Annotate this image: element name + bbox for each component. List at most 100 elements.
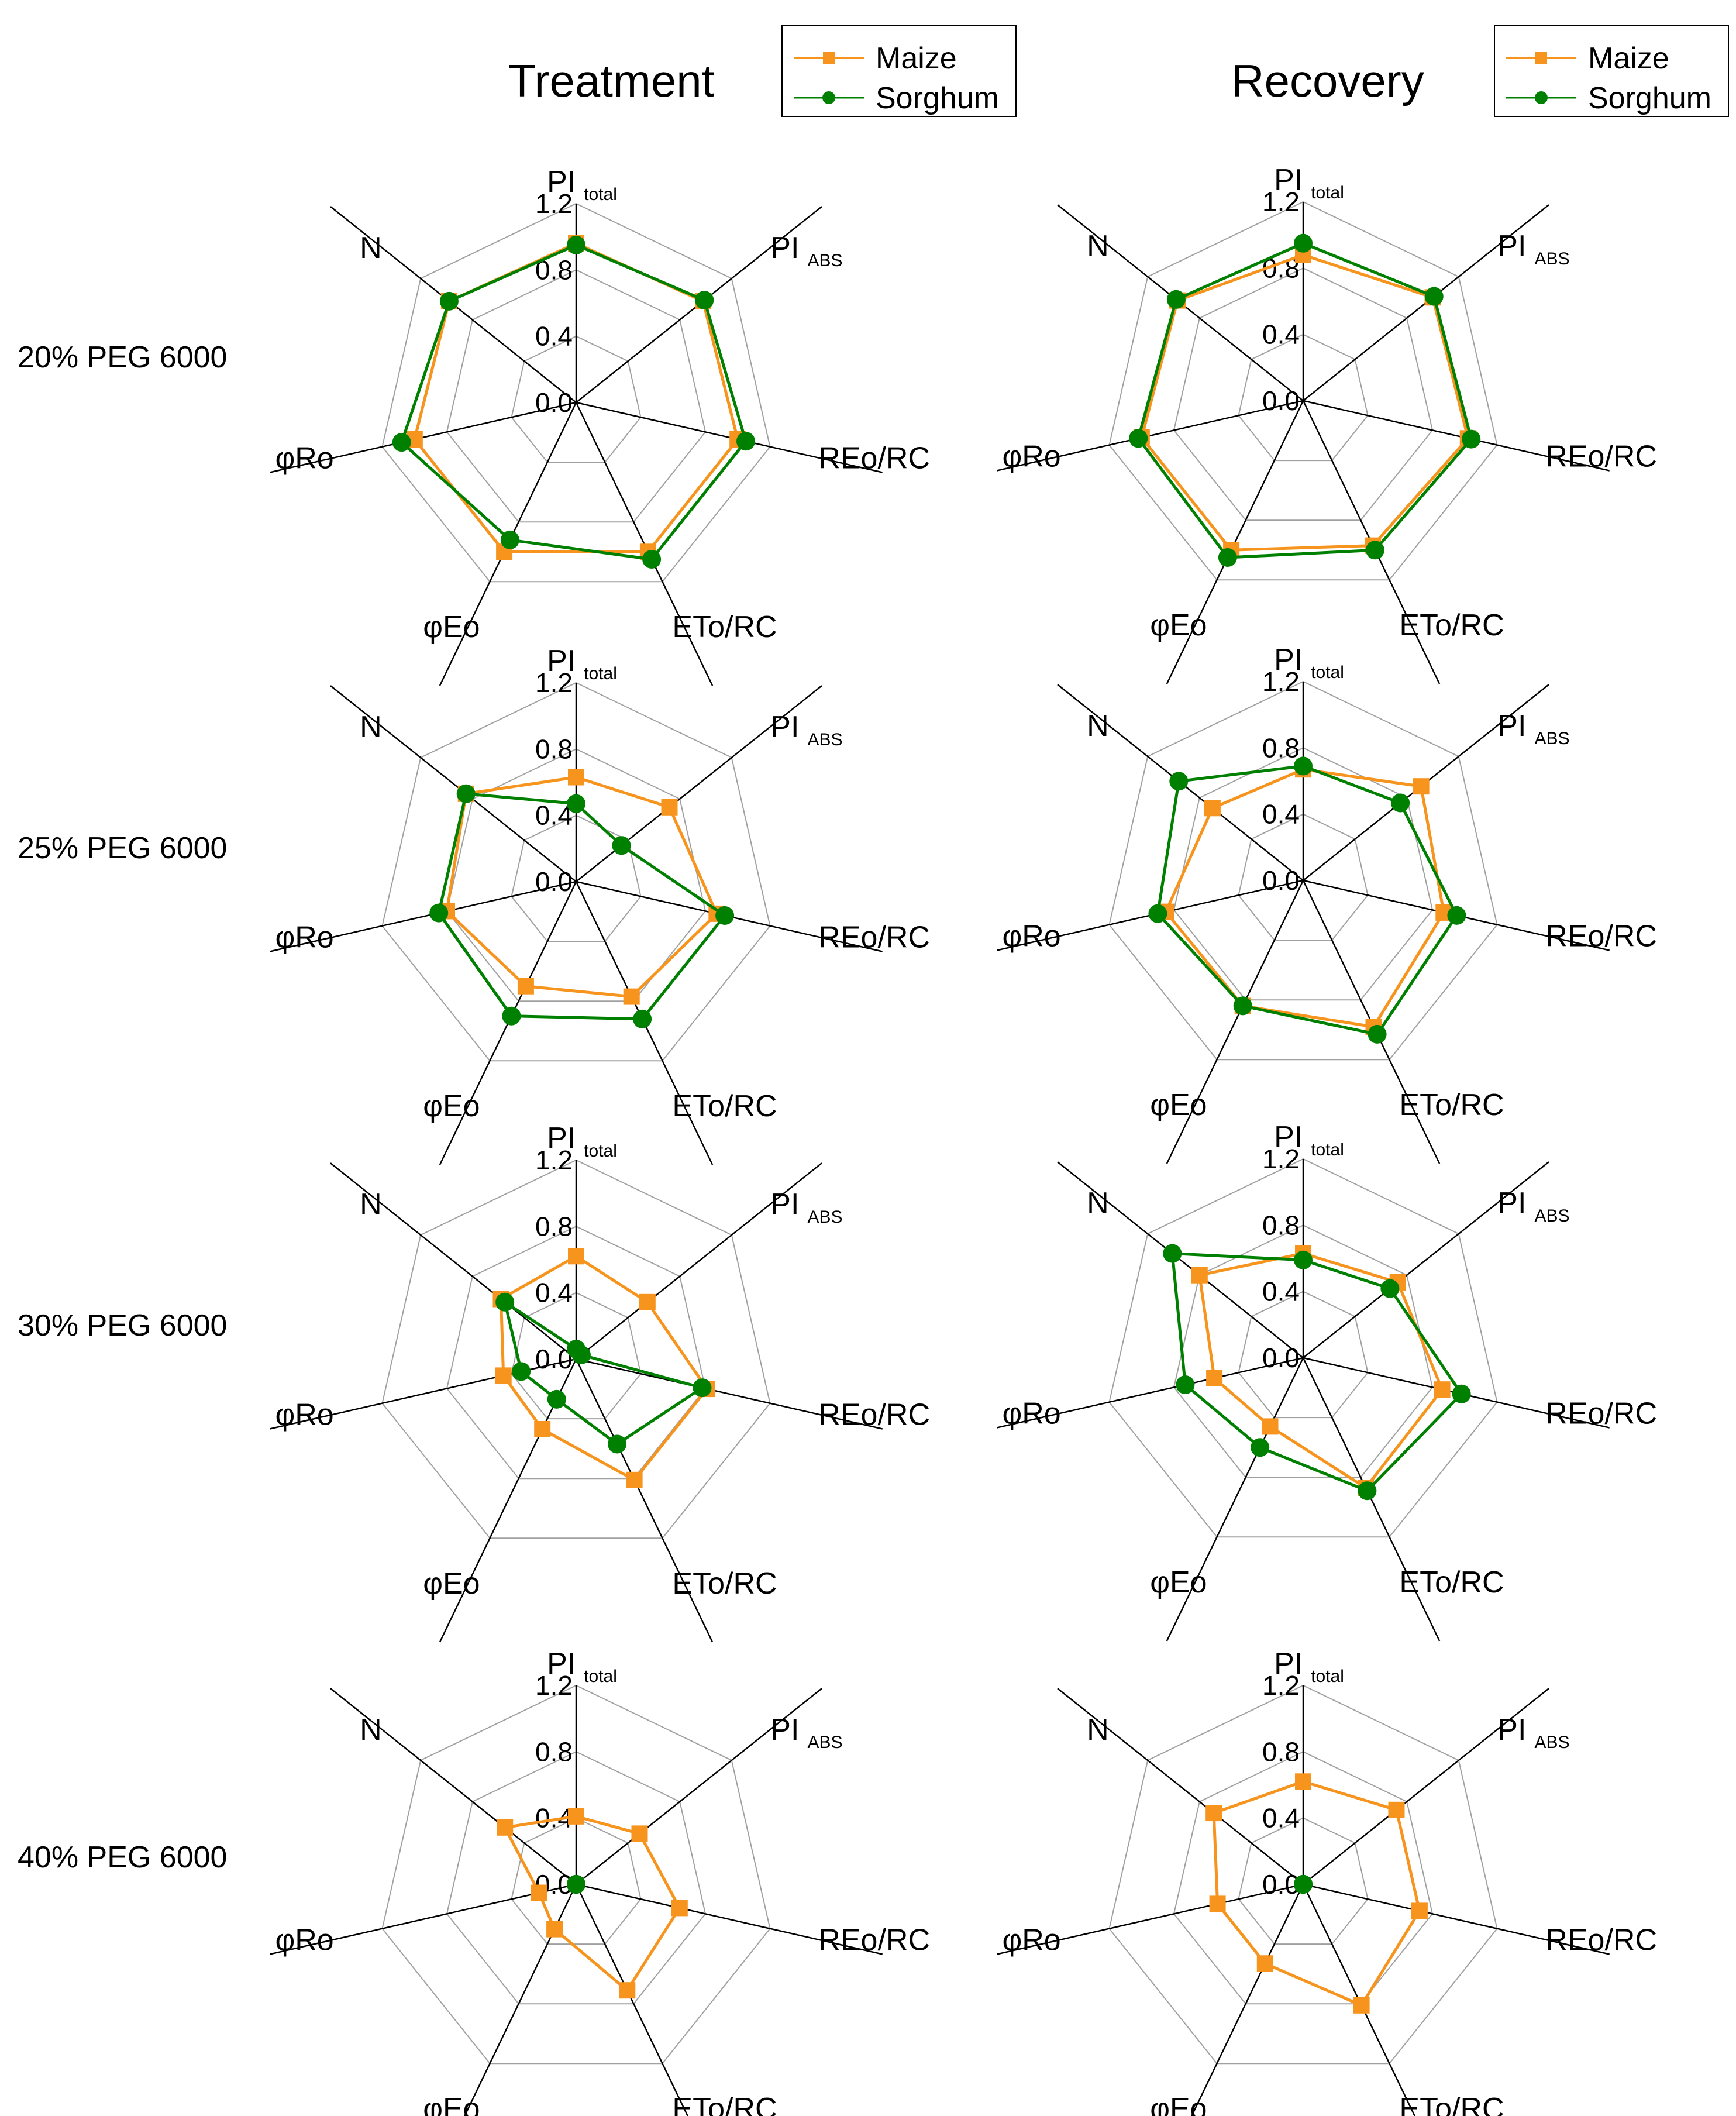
axis-ray — [576, 1688, 822, 1885]
axis-ray — [576, 401, 883, 473]
legends: Maize Sorghum Maize Sorghum — [781, 25, 1729, 117]
point-maize-3 — [623, 988, 640, 1005]
axis-label: REo/RC — [818, 1924, 930, 1957]
axis-label: φRo — [1002, 1924, 1060, 1957]
tick-label: 0.0 — [535, 1344, 573, 1374]
point-maize-0 — [568, 1248, 584, 1265]
column-title-treatment: Treatment — [508, 55, 715, 106]
point-sorghum-0 — [1294, 1250, 1313, 1269]
axis-ray — [575, 1884, 689, 2116]
point-maize-2 — [671, 1900, 688, 1917]
tick-label: 1.2 — [535, 188, 573, 219]
axis-ray — [1303, 400, 1610, 472]
point-sorghum-2 — [693, 1378, 712, 1398]
grid-ring — [511, 1817, 642, 1945]
grid-ring — [446, 1751, 707, 2005]
point-sorghum-2 — [1462, 429, 1481, 449]
axis-label: N — [360, 231, 382, 265]
axis-label: N — [1087, 709, 1109, 743]
legend-marker-sorghum — [1535, 91, 1548, 104]
tick-label: 0.4 — [535, 321, 573, 352]
grid-ring — [511, 335, 642, 463]
legend-marker-sorghum — [822, 91, 835, 104]
axis-label: PI ABS — [770, 1713, 842, 1752]
tick-label: 1.2 — [535, 668, 573, 698]
tick-label: 0.8 — [535, 1211, 573, 1241]
axis-label: PI ABS — [1497, 1186, 1569, 1226]
grid-ring — [381, 1159, 771, 1539]
tick-label: 0.8 — [1262, 732, 1300, 763]
axis-label: ETo/RC — [1399, 608, 1504, 642]
series-sorghum — [495, 1292, 712, 1454]
point-maize-5 — [1206, 1370, 1223, 1386]
point-sorghum-6 — [1166, 290, 1186, 309]
point-maize-1 — [639, 1293, 656, 1310]
point-sorghum-2 — [715, 906, 735, 925]
grid-ring — [1173, 1224, 1434, 1478]
axis-label: N — [360, 710, 382, 744]
point-sorghum-2 — [736, 432, 755, 451]
series-sorghum — [429, 784, 735, 1028]
axis-label: PI total — [1274, 1647, 1344, 1686]
row-label-30: 30% PEG 6000 — [18, 1309, 227, 1343]
column-title-recovery: Recovery — [1231, 55, 1424, 106]
tick-label: 1.2 — [1262, 666, 1300, 697]
point-maize-4 — [1262, 1418, 1279, 1435]
axis-label: ETo/RC — [672, 1567, 777, 1601]
tick-label: 0.4 — [1262, 319, 1300, 350]
point-sorghum-0 — [1294, 233, 1313, 253]
point-sorghum-5 — [392, 433, 411, 452]
axis-label: REo/RC — [1545, 1924, 1657, 1957]
point-sorghum-3 — [633, 1009, 652, 1028]
axis-label: N — [360, 1713, 382, 1747]
legend-label-maize: Maize — [1588, 42, 1669, 75]
series-line-maize — [413, 242, 739, 553]
axis-ray — [997, 400, 1304, 472]
point-maize-0 — [568, 1808, 584, 1825]
grid-ring — [381, 682, 771, 1062]
tick-label: 0.0 — [1262, 1343, 1300, 1373]
axis-ray — [1303, 1688, 1549, 1885]
point-maize-3 — [619, 1982, 636, 1999]
point-sorghum-1 — [695, 291, 714, 310]
axis-label: N — [360, 1188, 382, 1222]
series-line-sorghum — [1136, 242, 1473, 559]
point-maize-1 — [1388, 1801, 1405, 1818]
axis-label: φRo — [275, 1924, 333, 1957]
axis-label: φEo — [1150, 608, 1207, 642]
axis-label: PI ABS — [1497, 229, 1569, 269]
grid-ring — [1173, 1751, 1434, 2005]
axis-label: PI total — [547, 644, 617, 683]
point-sorghum-4 — [1251, 1438, 1270, 1457]
point-sorghum-6 — [1169, 772, 1189, 791]
axis-label: PI ABS — [1497, 709, 1569, 748]
series-sorghum — [392, 235, 755, 569]
axis-label: φRo — [1002, 920, 1060, 954]
grid-ring — [1173, 747, 1434, 1001]
point-maize-6 — [497, 1819, 514, 1836]
grid-ring — [1108, 1158, 1498, 1538]
point-sorghum-1 — [1391, 793, 1410, 813]
legend-label-maize: Maize — [876, 42, 957, 75]
axis-ray — [576, 1162, 822, 1360]
axis-label: REo/RC — [1545, 440, 1657, 474]
axis-ray — [576, 1358, 883, 1430]
point-sorghum-4 — [500, 530, 519, 549]
point-maize-4 — [1256, 1955, 1273, 1972]
point-maize-5 — [1209, 1895, 1226, 1912]
axis-ray — [576, 1883, 883, 1955]
point-sorghum-1 — [1380, 1279, 1400, 1298]
point-sorghum-2 — [1447, 906, 1466, 925]
point-sorghum-0 — [567, 794, 585, 813]
axis-ray — [1057, 1161, 1304, 1358]
point-maize-2 — [1411, 1902, 1428, 1919]
series-line-maize — [1164, 768, 1445, 1028]
axis-label: N — [1087, 1186, 1109, 1220]
axis-label: PI total — [1274, 163, 1344, 202]
point-maize-1 — [631, 1825, 648, 1842]
axis-ray — [1166, 880, 1304, 1164]
series-line-maize — [503, 1815, 681, 1992]
